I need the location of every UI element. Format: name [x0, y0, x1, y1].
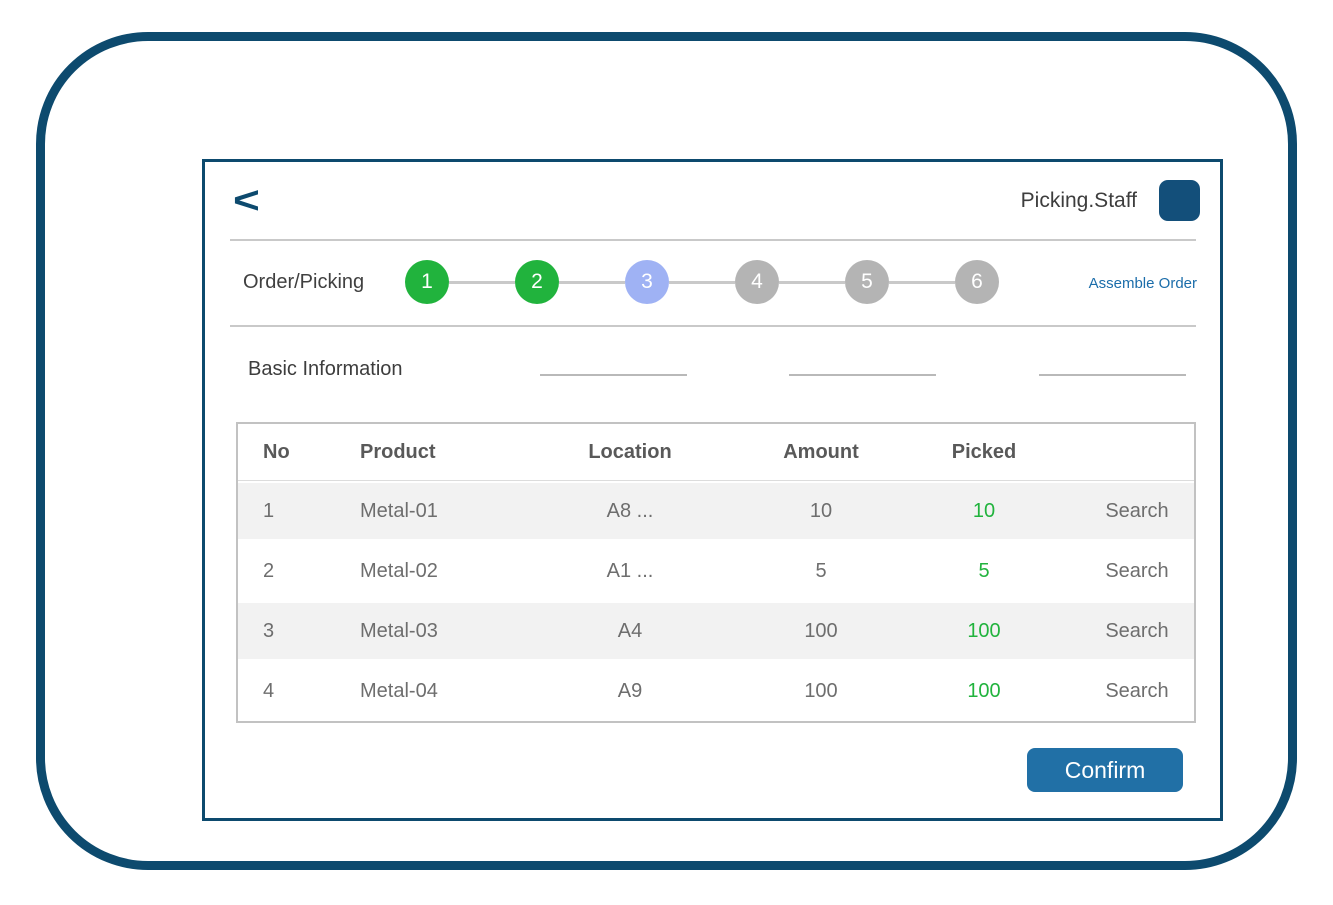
step-connector — [669, 280, 735, 284]
cell-picked: 5 — [978, 559, 990, 582]
basic-info-field-2[interactable] — [789, 374, 936, 376]
table-row: 4 Metal-04 A9 100 100 Search — [238, 661, 1194, 721]
step-connector — [559, 280, 625, 284]
cell-no: 4 — [263, 679, 275, 702]
col-header-amount: Amount — [783, 440, 859, 463]
assemble-order-link[interactable]: Assemble Order — [1088, 275, 1197, 292]
step-connector — [449, 280, 515, 284]
step-connector — [779, 280, 845, 284]
device-frame: < Picking.Staff Order/Picking 1 2 3 4 5 … — [36, 32, 1297, 870]
stepper-step: 5 — [845, 260, 955, 304]
cell-amount: 100 — [804, 619, 838, 642]
cell-product: Metal-04 — [360, 679, 438, 702]
step-circle[interactable]: 4 — [735, 260, 779, 304]
table-row: 3 Metal-03 A4 100 100 Search — [238, 601, 1194, 661]
cell-location: A9 — [617, 679, 643, 702]
app-panel: < Picking.Staff Order/Picking 1 2 3 4 5 … — [202, 159, 1223, 821]
cell-picked: 100 — [967, 679, 1001, 702]
step-circle[interactable]: 6 — [955, 260, 999, 304]
user-box: Picking.Staff — [1021, 180, 1200, 221]
user-label: Picking.Staff — [1020, 188, 1137, 212]
search-link[interactable]: Search — [1105, 559, 1169, 582]
divider-top — [230, 239, 1196, 241]
cell-location: A8 ... — [606, 499, 654, 522]
cell-location: A1 ... — [606, 559, 654, 582]
step-circle[interactable]: 2 — [515, 260, 559, 304]
col-header-no: No — [263, 440, 290, 463]
stepper-step: 6 — [955, 260, 999, 304]
section-title: Basic Information — [248, 358, 403, 380]
table-header-row: No Product Location Amount Picked — [238, 424, 1194, 481]
basic-info-field-1[interactable] — [540, 374, 687, 376]
stepper-step: 2 — [515, 260, 625, 304]
avatar[interactable] — [1159, 180, 1200, 221]
cell-amount: 10 — [809, 499, 833, 522]
col-header-picked: Picked — [951, 440, 1017, 463]
cell-amount: 5 — [815, 559, 827, 582]
stepper-step: 1 — [405, 260, 515, 304]
cell-product: Metal-01 — [360, 499, 438, 522]
table-body: 1 Metal-01 A8 ... 10 10 Search 2 Metal-0… — [238, 481, 1194, 721]
step-circle[interactable]: 1 — [405, 260, 449, 304]
cell-location: A4 — [617, 619, 643, 642]
basic-info-field-3[interactable] — [1039, 374, 1186, 376]
back-icon: < — [233, 178, 260, 222]
table-row: 2 Metal-02 A1 ... 5 5 Search — [238, 541, 1194, 601]
back-button[interactable]: < — [233, 175, 260, 224]
stepper-label: Order/Picking — [243, 271, 365, 293]
confirm-button[interactable]: Confirm — [1027, 748, 1183, 792]
table-row: 1 Metal-01 A8 ... 10 10 Search — [238, 481, 1194, 541]
search-link[interactable]: Search — [1105, 679, 1169, 702]
cell-product: Metal-02 — [360, 559, 438, 582]
divider-stepper — [230, 325, 1196, 327]
col-header-product: Product — [360, 440, 436, 463]
step-connector — [889, 280, 955, 284]
cell-no: 3 — [263, 619, 275, 642]
step-circle[interactable]: 5 — [845, 260, 889, 304]
cell-product: Metal-03 — [360, 619, 438, 642]
search-link[interactable]: Search — [1105, 499, 1169, 522]
stepper-steps: 1 2 3 4 5 6 — [405, 260, 999, 304]
stepper-step: 3 — [625, 260, 735, 304]
step-circle[interactable]: 3 — [625, 260, 669, 304]
search-link[interactable]: Search — [1105, 619, 1169, 642]
cell-picked: 10 — [972, 499, 996, 522]
cell-amount: 100 — [804, 679, 838, 702]
cell-no: 2 — [263, 559, 275, 582]
stepper-step: 4 — [735, 260, 845, 304]
cell-picked: 100 — [967, 619, 1001, 642]
col-header-location: Location — [588, 440, 672, 463]
cell-no: 1 — [263, 499, 275, 522]
picking-table: No Product Location Amount Picked 1 Meta… — [236, 422, 1196, 723]
